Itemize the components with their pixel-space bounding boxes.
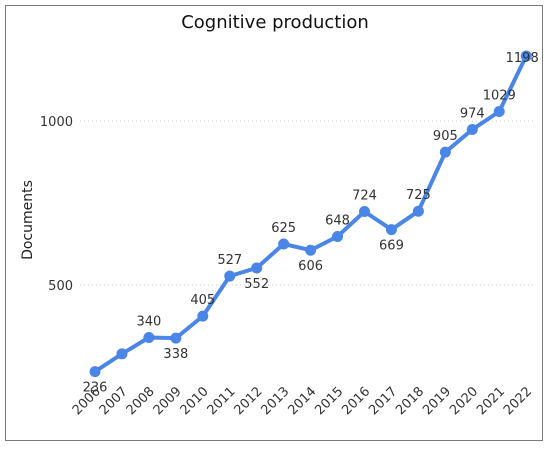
data-point — [170, 332, 182, 344]
x-tick-label: 2011 — [205, 384, 239, 418]
data-label: 648 — [325, 213, 350, 228]
x-tick-label: 2015 — [312, 384, 346, 418]
data-point — [143, 331, 155, 343]
data-label: 669 — [379, 239, 404, 254]
data-label: 725 — [406, 188, 431, 203]
x-tick-label: 2019 — [420, 384, 454, 418]
data-point — [412, 205, 424, 217]
chart-title: Cognitive production — [181, 12, 369, 33]
x-tick-label: 2013 — [258, 384, 292, 418]
data-label: 724 — [352, 189, 377, 204]
x-tick-label: 2021 — [474, 384, 508, 418]
data-point — [89, 366, 101, 378]
data-label: 625 — [271, 221, 296, 236]
data-label: 338 — [163, 347, 188, 362]
data-point — [332, 230, 344, 242]
x-tick-label: 2018 — [393, 384, 427, 418]
data-label: 552 — [244, 277, 269, 292]
data-point — [439, 146, 451, 158]
y-tick-label: 500 — [48, 279, 73, 294]
data-point — [493, 105, 505, 117]
data-label: 340 — [136, 314, 161, 329]
data-point — [466, 124, 478, 136]
x-tick-label: 2016 — [339, 384, 373, 418]
data-label: 905 — [433, 129, 458, 144]
data-point — [278, 238, 290, 250]
data-label: 606 — [298, 259, 323, 274]
x-tick-label: 2008 — [124, 384, 158, 418]
data-point — [224, 270, 236, 282]
x-tick-label: 2014 — [285, 384, 319, 418]
data-label: 1198 — [506, 51, 539, 66]
data-label: 236 — [83, 381, 108, 396]
data-label: 527 — [217, 253, 242, 268]
data-point — [359, 206, 370, 218]
data-point — [305, 244, 317, 256]
data-label: 1029 — [483, 88, 516, 103]
x-tick-label: 2010 — [178, 384, 212, 418]
data-point — [116, 348, 128, 360]
x-tick-label: 2022 — [501, 384, 535, 418]
data-label: 405 — [190, 293, 215, 308]
data-point — [520, 50, 532, 62]
data-point — [385, 224, 397, 236]
y-tick-label: 1000 — [40, 115, 73, 130]
data-point — [197, 310, 209, 322]
data-point — [251, 262, 263, 274]
data-label: 974 — [460, 107, 485, 122]
x-tick-label: 2020 — [447, 384, 481, 418]
x-tick-label: 2009 — [151, 384, 185, 418]
x-tick-label: 2012 — [232, 384, 266, 418]
x-tick-label: 2017 — [366, 384, 400, 418]
